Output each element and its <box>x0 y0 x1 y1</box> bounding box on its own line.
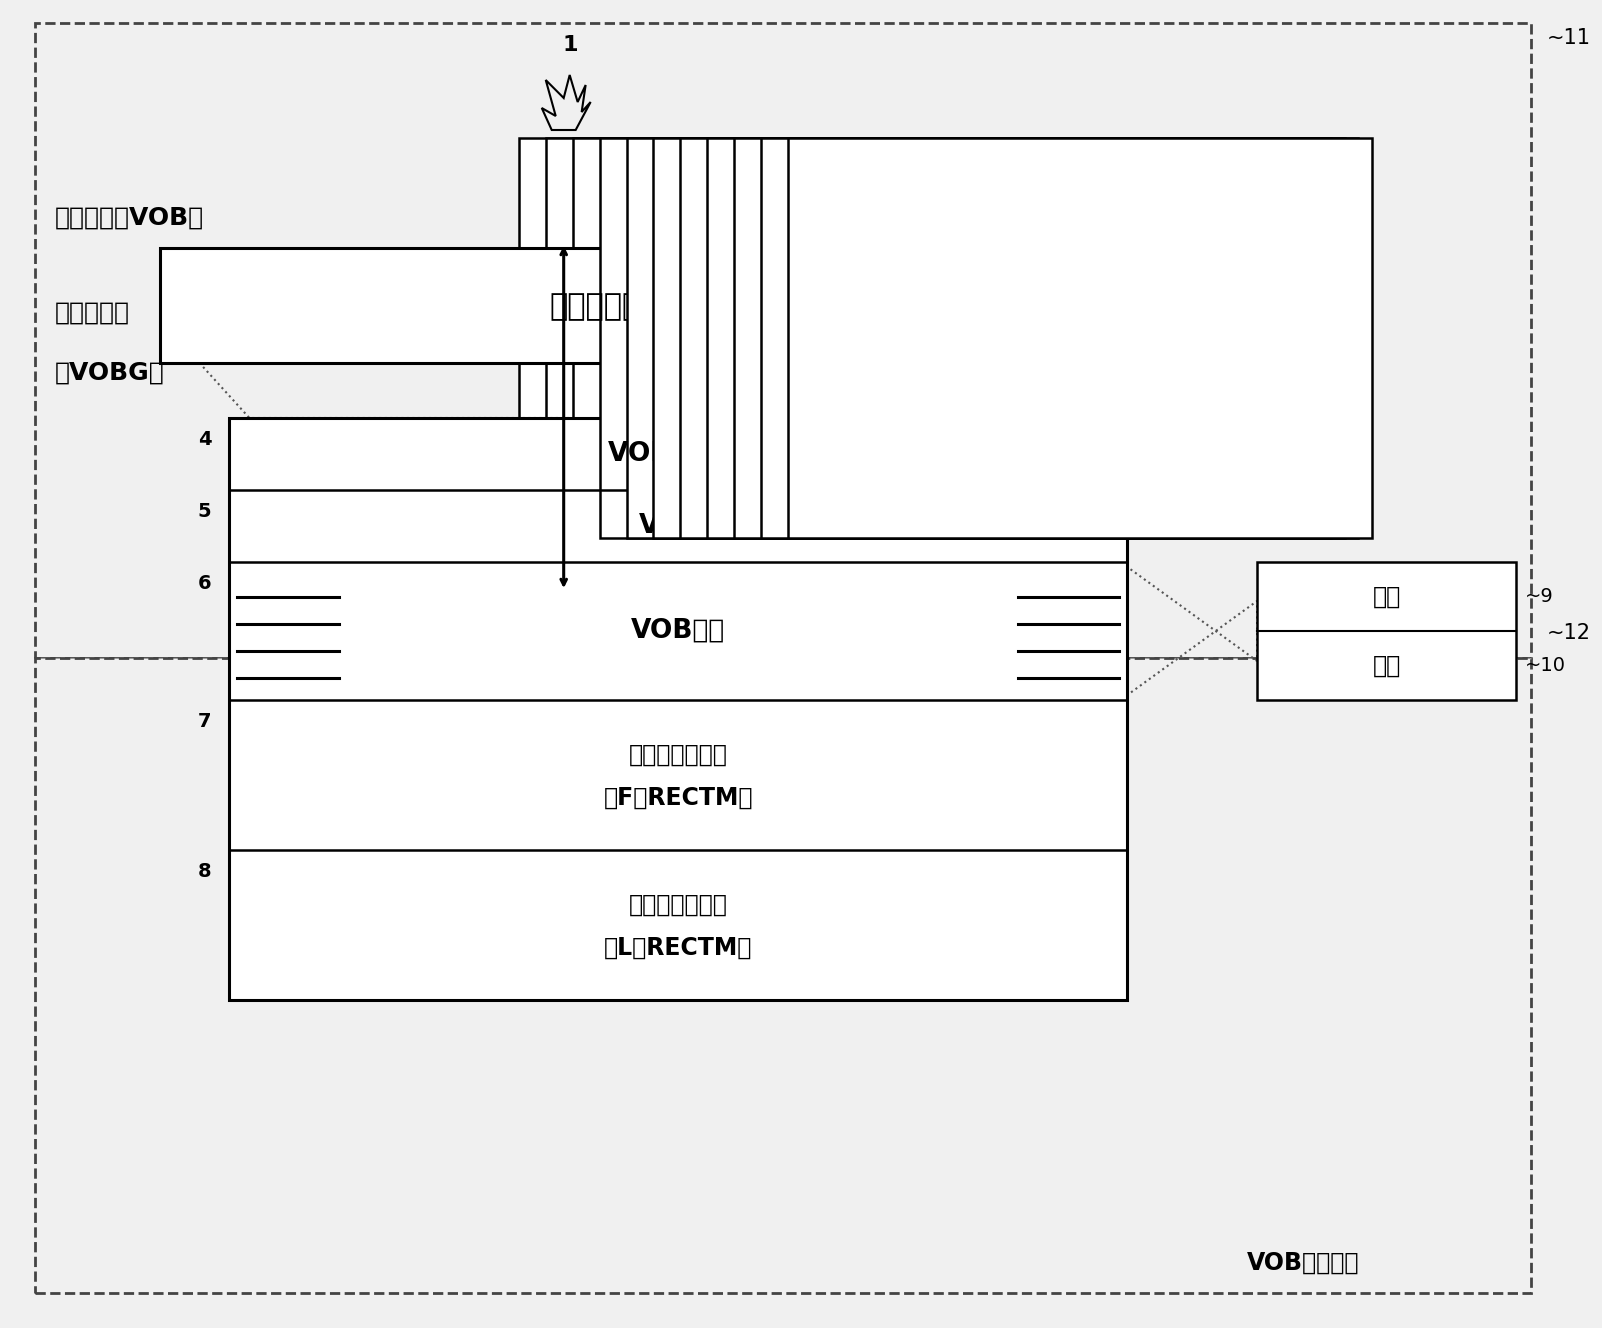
Text: （VOBG）: （VOBG） <box>54 361 165 385</box>
Text: 静止画面组: 静止画面组 <box>54 301 130 325</box>
Text: VOB数: VOB数 <box>639 513 718 539</box>
Text: 5: 5 <box>199 502 211 521</box>
Text: ~9: ~9 <box>1525 587 1554 606</box>
Text: ~12: ~12 <box>1546 623 1591 643</box>
Bar <box>654 138 1304 538</box>
Text: （L＿RECTM）: （L＿RECTM） <box>604 936 753 960</box>
Text: 地址: 地址 <box>1373 584 1400 608</box>
Bar <box>626 138 1291 538</box>
Text: 7: 7 <box>199 712 211 730</box>
Bar <box>734 138 1346 538</box>
Bar <box>229 418 1128 1000</box>
Text: 静止画面（VOB）: 静止画面（VOB） <box>54 206 203 230</box>
Bar <box>519 138 1237 538</box>
Text: VOB文件: VOB文件 <box>1376 616 1461 640</box>
Text: VOB管理文件: VOB管理文件 <box>1246 1251 1360 1275</box>
Text: 2: 2 <box>988 586 1003 606</box>
Text: 6: 6 <box>199 574 211 594</box>
Text: ~11: ~11 <box>1546 28 1591 48</box>
Bar <box>35 23 1532 657</box>
Text: VOB映射: VOB映射 <box>631 618 726 644</box>
Bar <box>708 138 1331 538</box>
Text: 最初的记录时刻: 最初的记录时刻 <box>630 742 727 768</box>
Bar <box>35 657 1532 1293</box>
Text: ~3: ~3 <box>1169 254 1200 274</box>
Text: 8: 8 <box>199 862 211 880</box>
Bar <box>599 138 1277 538</box>
Bar <box>572 138 1264 538</box>
Text: 4: 4 <box>199 430 211 449</box>
Text: 最后的记录时刻: 最后的记录时刻 <box>630 892 727 918</box>
Text: 1: 1 <box>562 35 578 54</box>
Bar <box>160 248 1157 363</box>
Bar <box>681 138 1318 538</box>
Bar <box>1258 562 1517 700</box>
Bar <box>761 138 1358 538</box>
Text: VOBG＿ ID: VOBG＿ ID <box>609 441 748 467</box>
Text: 对应: 对应 <box>575 406 602 428</box>
Bar <box>788 138 1371 538</box>
Text: 属性: 属性 <box>1373 653 1400 677</box>
Text: ~10: ~10 <box>1525 656 1565 675</box>
Text: （F＿RECTM）: （F＿RECTM） <box>604 786 753 810</box>
Text: 管理信息（VOBGI）: 管理信息（VOBGI） <box>549 291 767 320</box>
Bar <box>546 138 1251 538</box>
